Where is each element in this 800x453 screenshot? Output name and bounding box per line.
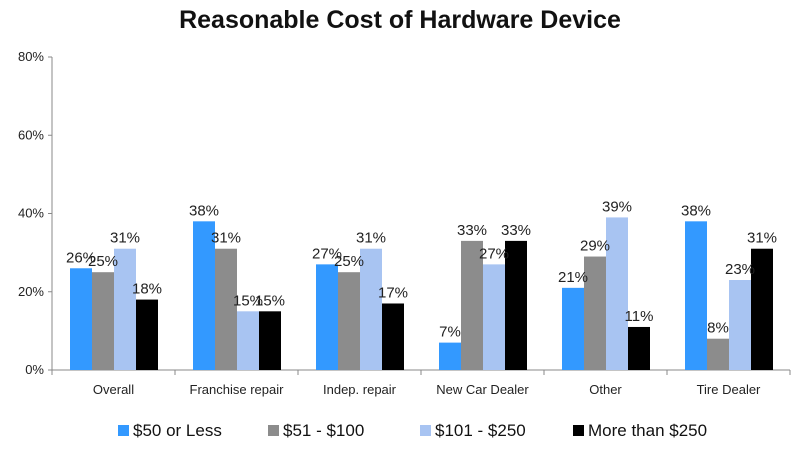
data-label: 15% [233,292,263,309]
data-label: 17% [378,284,408,301]
data-label: 31% [356,230,386,247]
legend-label: More than $250 [588,421,707,440]
bar [483,264,505,370]
legend-label: $101 - $250 [435,421,526,440]
data-label: 27% [312,245,342,262]
data-label: 11% [625,308,654,325]
data-label: 38% [681,202,711,219]
x-category-label: Other [589,382,622,397]
data-label: 29% [580,238,610,255]
data-label: 23% [725,261,755,278]
data-label: 25% [88,253,118,270]
data-label: 38% [189,202,219,219]
legend-swatch [268,425,279,436]
bar [382,303,404,370]
data-label: 18% [132,281,162,298]
x-category-label: New Car Dealer [436,382,529,397]
bar [259,311,281,370]
chart-title: Reasonable Cost of Hardware Device [179,6,621,34]
legend-label: $50 or Less [133,421,222,440]
bar [685,221,707,370]
y-tick-label: 20% [18,284,44,299]
legend-swatch [420,425,431,436]
data-label: 39% [602,198,632,215]
x-category-label: Franchise repair [190,382,285,397]
y-tick-label: 80% [18,49,44,64]
bar [215,248,237,370]
bar [439,342,461,370]
data-label: 21% [558,269,588,286]
bar [584,256,606,370]
bar [70,268,92,370]
bar [707,338,729,370]
bar [505,240,527,370]
y-tick-label: 0% [25,362,44,377]
data-label: 33% [501,222,531,239]
x-category-label: Overall [93,382,134,397]
bar [92,272,114,370]
bar [237,311,259,370]
y-tick-label: 60% [18,127,44,142]
bar [316,264,338,370]
data-label: 33% [457,222,487,239]
data-label: 8% [707,320,729,337]
bar [606,217,628,370]
bar [729,280,751,370]
x-category-label: Tire Dealer [697,382,761,397]
bar [461,240,483,370]
y-tick-label: 40% [18,206,44,221]
bar [136,299,158,370]
bar [562,287,584,370]
data-label: 31% [747,230,777,247]
x-category-label: Indep. repair [323,382,397,397]
bar [114,248,136,370]
bar [193,221,215,370]
legend-label: $51 - $100 [283,421,364,440]
data-label: 25% [334,253,364,270]
bar [628,326,650,370]
bar [751,248,773,370]
data-label: 31% [211,230,241,247]
data-label: 27% [479,245,509,262]
legend-swatch [118,425,129,436]
legend-swatch [573,425,584,436]
bar [338,272,360,370]
data-label: 31% [110,230,140,247]
data-label: 26% [66,249,96,266]
bar [360,248,382,370]
data-label: 7% [439,324,461,341]
data-label: 15% [255,292,285,309]
